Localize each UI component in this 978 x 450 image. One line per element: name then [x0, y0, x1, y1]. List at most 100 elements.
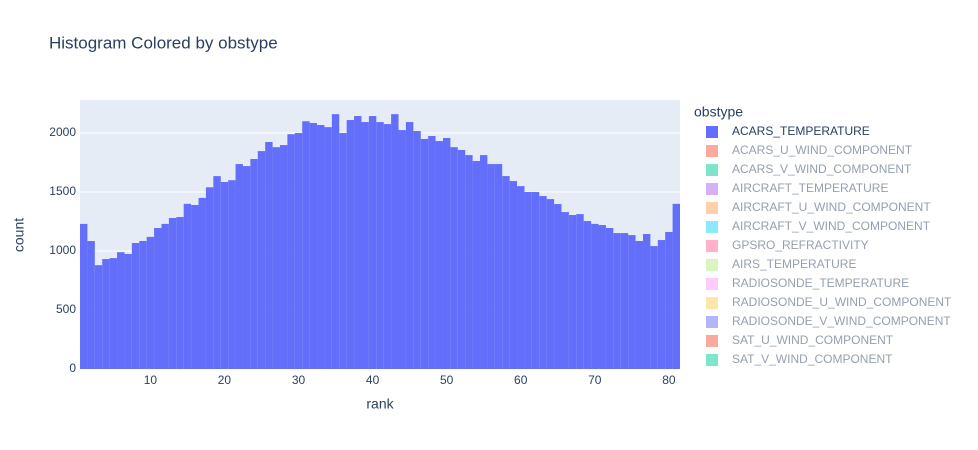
bar [168, 217, 177, 369]
bar [583, 221, 592, 369]
bar [361, 122, 369, 370]
bar [228, 180, 236, 369]
bar [80, 223, 88, 369]
bar [183, 203, 192, 369]
legend-swatch[interactable] [706, 202, 718, 214]
bar [205, 187, 214, 369]
bar [546, 199, 555, 369]
legend-label[interactable]: RADIOSONDE_V_WIND_COMPONENT [732, 314, 951, 328]
bar [517, 186, 525, 369]
legend-swatch[interactable] [706, 126, 718, 138]
legend-label[interactable]: GPSRO_REFRACTIVITY [732, 238, 869, 252]
legend-label[interactable]: AIRCRAFT_V_WIND_COMPONENT [732, 219, 931, 233]
bar [242, 166, 251, 369]
legend-label[interactable]: AIRCRAFT_TEMPERATURE [732, 181, 888, 195]
y-tick-label: 500 [56, 302, 76, 316]
bar [391, 114, 399, 369]
legend-swatch[interactable] [706, 145, 718, 157]
bar [294, 133, 303, 369]
legend-swatch[interactable] [706, 221, 718, 233]
bar [161, 223, 169, 369]
bar [124, 253, 132, 369]
legend-label[interactable]: ACARS_TEMPERATURE [732, 124, 870, 138]
legend-label[interactable]: SAT_U_WIND_COMPONENT [732, 333, 894, 347]
y-tick-label: 0 [69, 361, 76, 375]
bar [620, 233, 629, 369]
bar [317, 125, 325, 369]
bar [598, 225, 606, 369]
bar [561, 212, 569, 369]
bar [213, 176, 221, 369]
bar [420, 138, 429, 369]
bar [87, 240, 95, 369]
legend-swatch[interactable] [706, 259, 718, 271]
legend-swatch[interactable] [706, 164, 718, 176]
y-tick-label: 1500 [49, 184, 76, 198]
x-tick-label: 20 [218, 373, 232, 387]
bar [109, 258, 118, 369]
legend-swatch[interactable] [706, 297, 718, 309]
bar [272, 147, 280, 369]
legend-swatch[interactable] [706, 278, 718, 290]
legend-label[interactable]: RADIOSONDE_U_WIND_COMPONENT [732, 295, 952, 309]
bar [650, 246, 658, 369]
bar [346, 120, 355, 370]
bar [376, 122, 384, 370]
bar [339, 133, 347, 369]
legend-label[interactable]: ACARS_U_WIND_COMPONENT [732, 143, 913, 157]
x-tick-label: 70 [588, 373, 602, 387]
legend-label[interactable]: SAT_V_WIND_COMPONENT [732, 352, 893, 366]
bar [131, 242, 140, 369]
bar [398, 130, 406, 369]
y-tick-label: 1000 [49, 243, 76, 257]
bar [665, 232, 673, 369]
legend-swatch[interactable] [706, 316, 718, 328]
legend-swatch[interactable] [706, 183, 718, 195]
bar [494, 164, 503, 369]
bar [191, 205, 199, 369]
bar [642, 234, 651, 369]
bar [457, 150, 466, 369]
bar [472, 160, 480, 369]
bar [265, 142, 273, 369]
bar [413, 131, 421, 369]
bar [146, 236, 155, 369]
legend-swatch[interactable] [706, 335, 718, 347]
x-tick-label: 40 [366, 373, 380, 387]
bar [524, 192, 532, 369]
legend-swatch[interactable] [706, 240, 718, 252]
bar [613, 233, 621, 369]
x-axis-title: rank [366, 396, 394, 412]
bar [102, 259, 110, 369]
x-tick-label: 50 [440, 373, 454, 387]
legend-label[interactable]: ACARS_V_WIND_COMPONENT [732, 162, 912, 176]
bar [480, 155, 488, 369]
y-tick-label: 2000 [49, 125, 76, 139]
bar [635, 240, 643, 369]
chart-title: Histogram Colored by obstype [49, 33, 278, 52]
legend-label[interactable]: AIRS_TEMPERATURE [732, 257, 856, 271]
bar [302, 121, 310, 369]
x-tick-label: 10 [144, 373, 158, 387]
legend-label[interactable]: RADIOSONDE_TEMPERATURE [732, 276, 909, 290]
bar [657, 240, 666, 369]
y-axis-title: count [11, 218, 27, 252]
bar [628, 235, 636, 369]
bar [428, 135, 436, 369]
bar [450, 147, 458, 369]
x-tick-label: 80 [662, 373, 676, 387]
legend-label[interactable]: AIRCRAFT_U_WIND_COMPONENT [732, 200, 931, 214]
bar [405, 122, 414, 370]
bar [220, 181, 229, 369]
bar [435, 141, 443, 369]
x-tick-label: 60 [514, 373, 528, 387]
legend-swatch[interactable] [706, 354, 718, 366]
bar [287, 134, 295, 369]
bar [235, 164, 243, 369]
bar [591, 223, 599, 369]
bar [465, 155, 473, 369]
bar [605, 228, 614, 369]
bar [354, 116, 362, 369]
